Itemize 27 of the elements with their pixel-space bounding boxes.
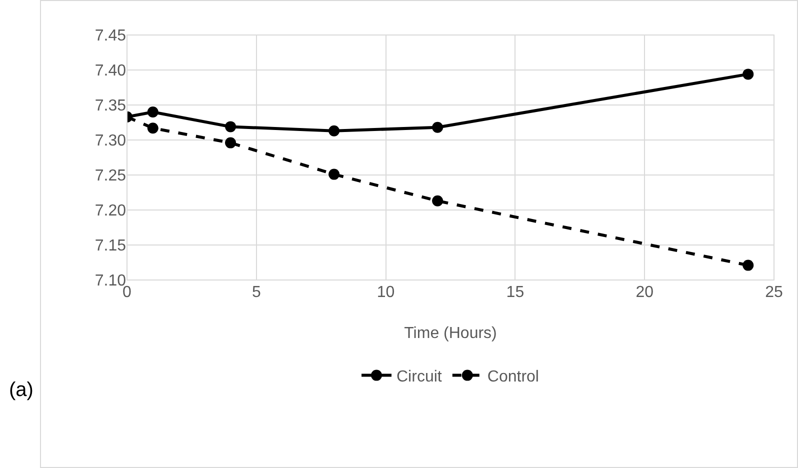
point	[147, 122, 158, 134]
point	[742, 260, 754, 271]
point	[432, 122, 444, 133]
point	[328, 168, 340, 180]
y-tick-label: 7.30	[94, 132, 126, 150]
y-tick-label: 7.35	[94, 98, 126, 115]
y-tick-label: 7.45	[94, 28, 126, 45]
legend-label: Circuit	[396, 368, 442, 386]
x-tick-label: 25	[765, 284, 783, 301]
point	[432, 195, 444, 206]
x-tick-label: 20	[636, 284, 654, 301]
x-tick-label: 0	[122, 284, 132, 301]
y-tick-label: 7.15	[94, 238, 126, 255]
text: (a)	[9, 379, 34, 401]
point	[225, 121, 236, 132]
point	[742, 68, 754, 80]
x-tick-label: 5	[252, 284, 261, 301]
x-tick-label: 10	[376, 284, 395, 301]
y-tick-label: 7.25	[94, 168, 126, 185]
x-tick-label: 15	[506, 284, 524, 301]
y-tick-label: 7.20	[94, 202, 126, 220]
legend-label: Control	[487, 368, 539, 386]
point	[328, 125, 340, 136]
x-axis-title: Time (Hours)	[404, 325, 497, 342]
point	[147, 106, 158, 118]
y-tick-label: 7.40	[94, 62, 126, 80]
point	[225, 137, 236, 148]
